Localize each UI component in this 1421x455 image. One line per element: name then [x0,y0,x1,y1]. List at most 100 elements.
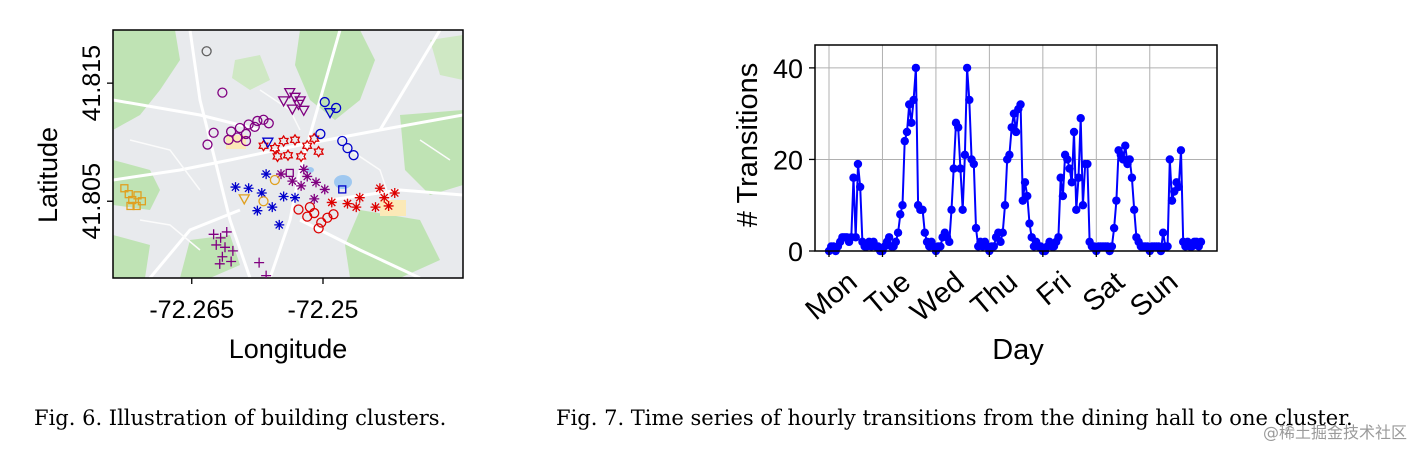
figure-7-caption: Fig. 7. Time series of hourly transition… [556,406,1353,430]
cluster-marker [220,242,230,253]
data-point [1020,178,1030,187]
data-point [1065,164,1074,173]
data-point [1167,196,1177,205]
x-axis-label: Day [992,334,1044,366]
cluster-marker [120,184,129,193]
cluster-marker [370,202,381,213]
data-point [1011,127,1021,137]
y-tick-label: 41.805 [78,163,106,239]
cluster-marker [261,169,272,180]
data-point [962,63,972,73]
data-point [1196,237,1206,247]
map-plot-frame [112,29,464,279]
cluster-marker [330,102,342,114]
cluster-marker [322,212,333,223]
figure-6-caption: Fig. 6. Illustration of building cluster… [34,406,447,430]
cluster-marker [234,122,246,134]
data-point [1069,127,1079,137]
data-point [945,237,954,247]
y-axis-label: # Transitions [732,63,764,227]
x-tick-label: Sun [1124,266,1184,324]
data-point [1163,242,1172,251]
data-point [1165,155,1175,164]
map-background [113,30,463,278]
cluster-marker [298,164,309,175]
data-point [958,205,967,214]
cluster-marker [287,176,298,187]
data-point [898,201,907,210]
data-point [1025,219,1034,228]
data-point [971,223,981,233]
cluster-marker [354,192,365,203]
grid-lines [815,45,1217,252]
x-tick-label: Mon [800,266,864,327]
cluster-markers [120,46,400,278]
cluster-marker [313,223,324,234]
cluster-marker [221,226,232,237]
cluster-marker [351,202,362,213]
cluster-marker [254,257,265,268]
cluster-marker [294,96,307,108]
data-point [853,159,863,169]
cluster-marker [383,200,394,211]
x-tick-label: Sat [1077,266,1131,318]
data-point [907,118,916,128]
data-point [960,150,970,160]
cluster-marker [211,239,222,250]
data-point [855,182,865,192]
cluster-marker [278,191,289,202]
cluster-marker [238,194,251,206]
cluster-marker [269,141,281,155]
cluster-marker [319,184,330,195]
x-axis-label: Longitude [229,334,348,364]
data-point [849,173,858,182]
cluster-marker [282,148,294,162]
cluster-marker [286,104,299,116]
cluster-marker [337,135,348,147]
cluster-marker [261,137,274,149]
data-point [1072,205,1081,214]
cluster-marker [389,187,400,198]
y-tick-label: 41.815 [78,45,106,121]
watermark: @稀土掘金技术社区 [1262,423,1407,442]
cluster-marker [256,187,267,198]
data-point [969,159,978,169]
cluster-marker [249,121,260,132]
y-tick-label: 40 [773,54,803,84]
cluster-marker [296,180,307,191]
data-point [891,237,901,247]
data-point [996,237,1005,247]
x-tick-label: Tue [859,266,917,322]
cluster-marker [277,96,290,108]
data-point [1063,155,1072,164]
cluster-marker [301,139,313,152]
data-point [1125,155,1134,164]
data-point [1023,191,1032,201]
cluster-marker [326,197,337,208]
cluster-marker [227,245,238,256]
cluster-marker [297,105,310,117]
cluster-marker [293,204,304,215]
cluster-marker [309,193,320,204]
cluster-marker [315,128,326,140]
x-tick-label: -72.265 [149,296,234,324]
cluster-marker [267,202,278,213]
cluster-marker [217,251,228,262]
data-point [1005,150,1014,160]
cluster-marker [137,197,147,206]
cluster-marker [289,133,301,147]
x-tick-label: -72.25 [288,296,359,324]
data-point [1176,146,1186,155]
data-point [1067,178,1077,187]
cluster-marker [252,205,263,216]
data-point [936,242,945,251]
cluster-marker [243,119,254,130]
cluster-marker [285,168,294,178]
cluster-marker [302,171,313,182]
data-point [1016,100,1025,109]
cluster-marker [132,201,141,211]
cluster-marker [328,209,339,220]
cluster-marker [230,182,241,193]
data-point [965,95,974,105]
